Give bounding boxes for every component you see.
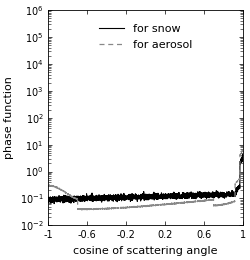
Y-axis label: phase function: phase function — [4, 76, 14, 159]
for snow — [52, 202, 56, 205]
for aerosol — [69, 194, 72, 197]
for aerosol — [80, 208, 83, 211]
for aerosol — [238, 178, 240, 181]
for snow — [130, 196, 133, 199]
X-axis label: cosine of scattering angle: cosine of scattering angle — [73, 246, 218, 256]
for aerosol — [216, 204, 220, 207]
for aerosol — [130, 206, 133, 209]
for snow — [241, 153, 244, 156]
for snow — [47, 196, 50, 199]
Line: for snow: for snow — [48, 154, 243, 204]
for snow — [81, 197, 84, 200]
for snow — [216, 194, 220, 197]
for aerosol — [81, 207, 84, 210]
for aerosol — [241, 148, 244, 151]
for aerosol — [122, 206, 124, 209]
for snow — [238, 184, 240, 187]
for aerosol — [47, 184, 50, 187]
Legend: for snow, for aerosol: for snow, for aerosol — [95, 20, 196, 54]
for snow — [69, 195, 72, 198]
for snow — [241, 156, 244, 159]
for snow — [122, 197, 124, 200]
Line: for aerosol: for aerosol — [48, 150, 243, 210]
